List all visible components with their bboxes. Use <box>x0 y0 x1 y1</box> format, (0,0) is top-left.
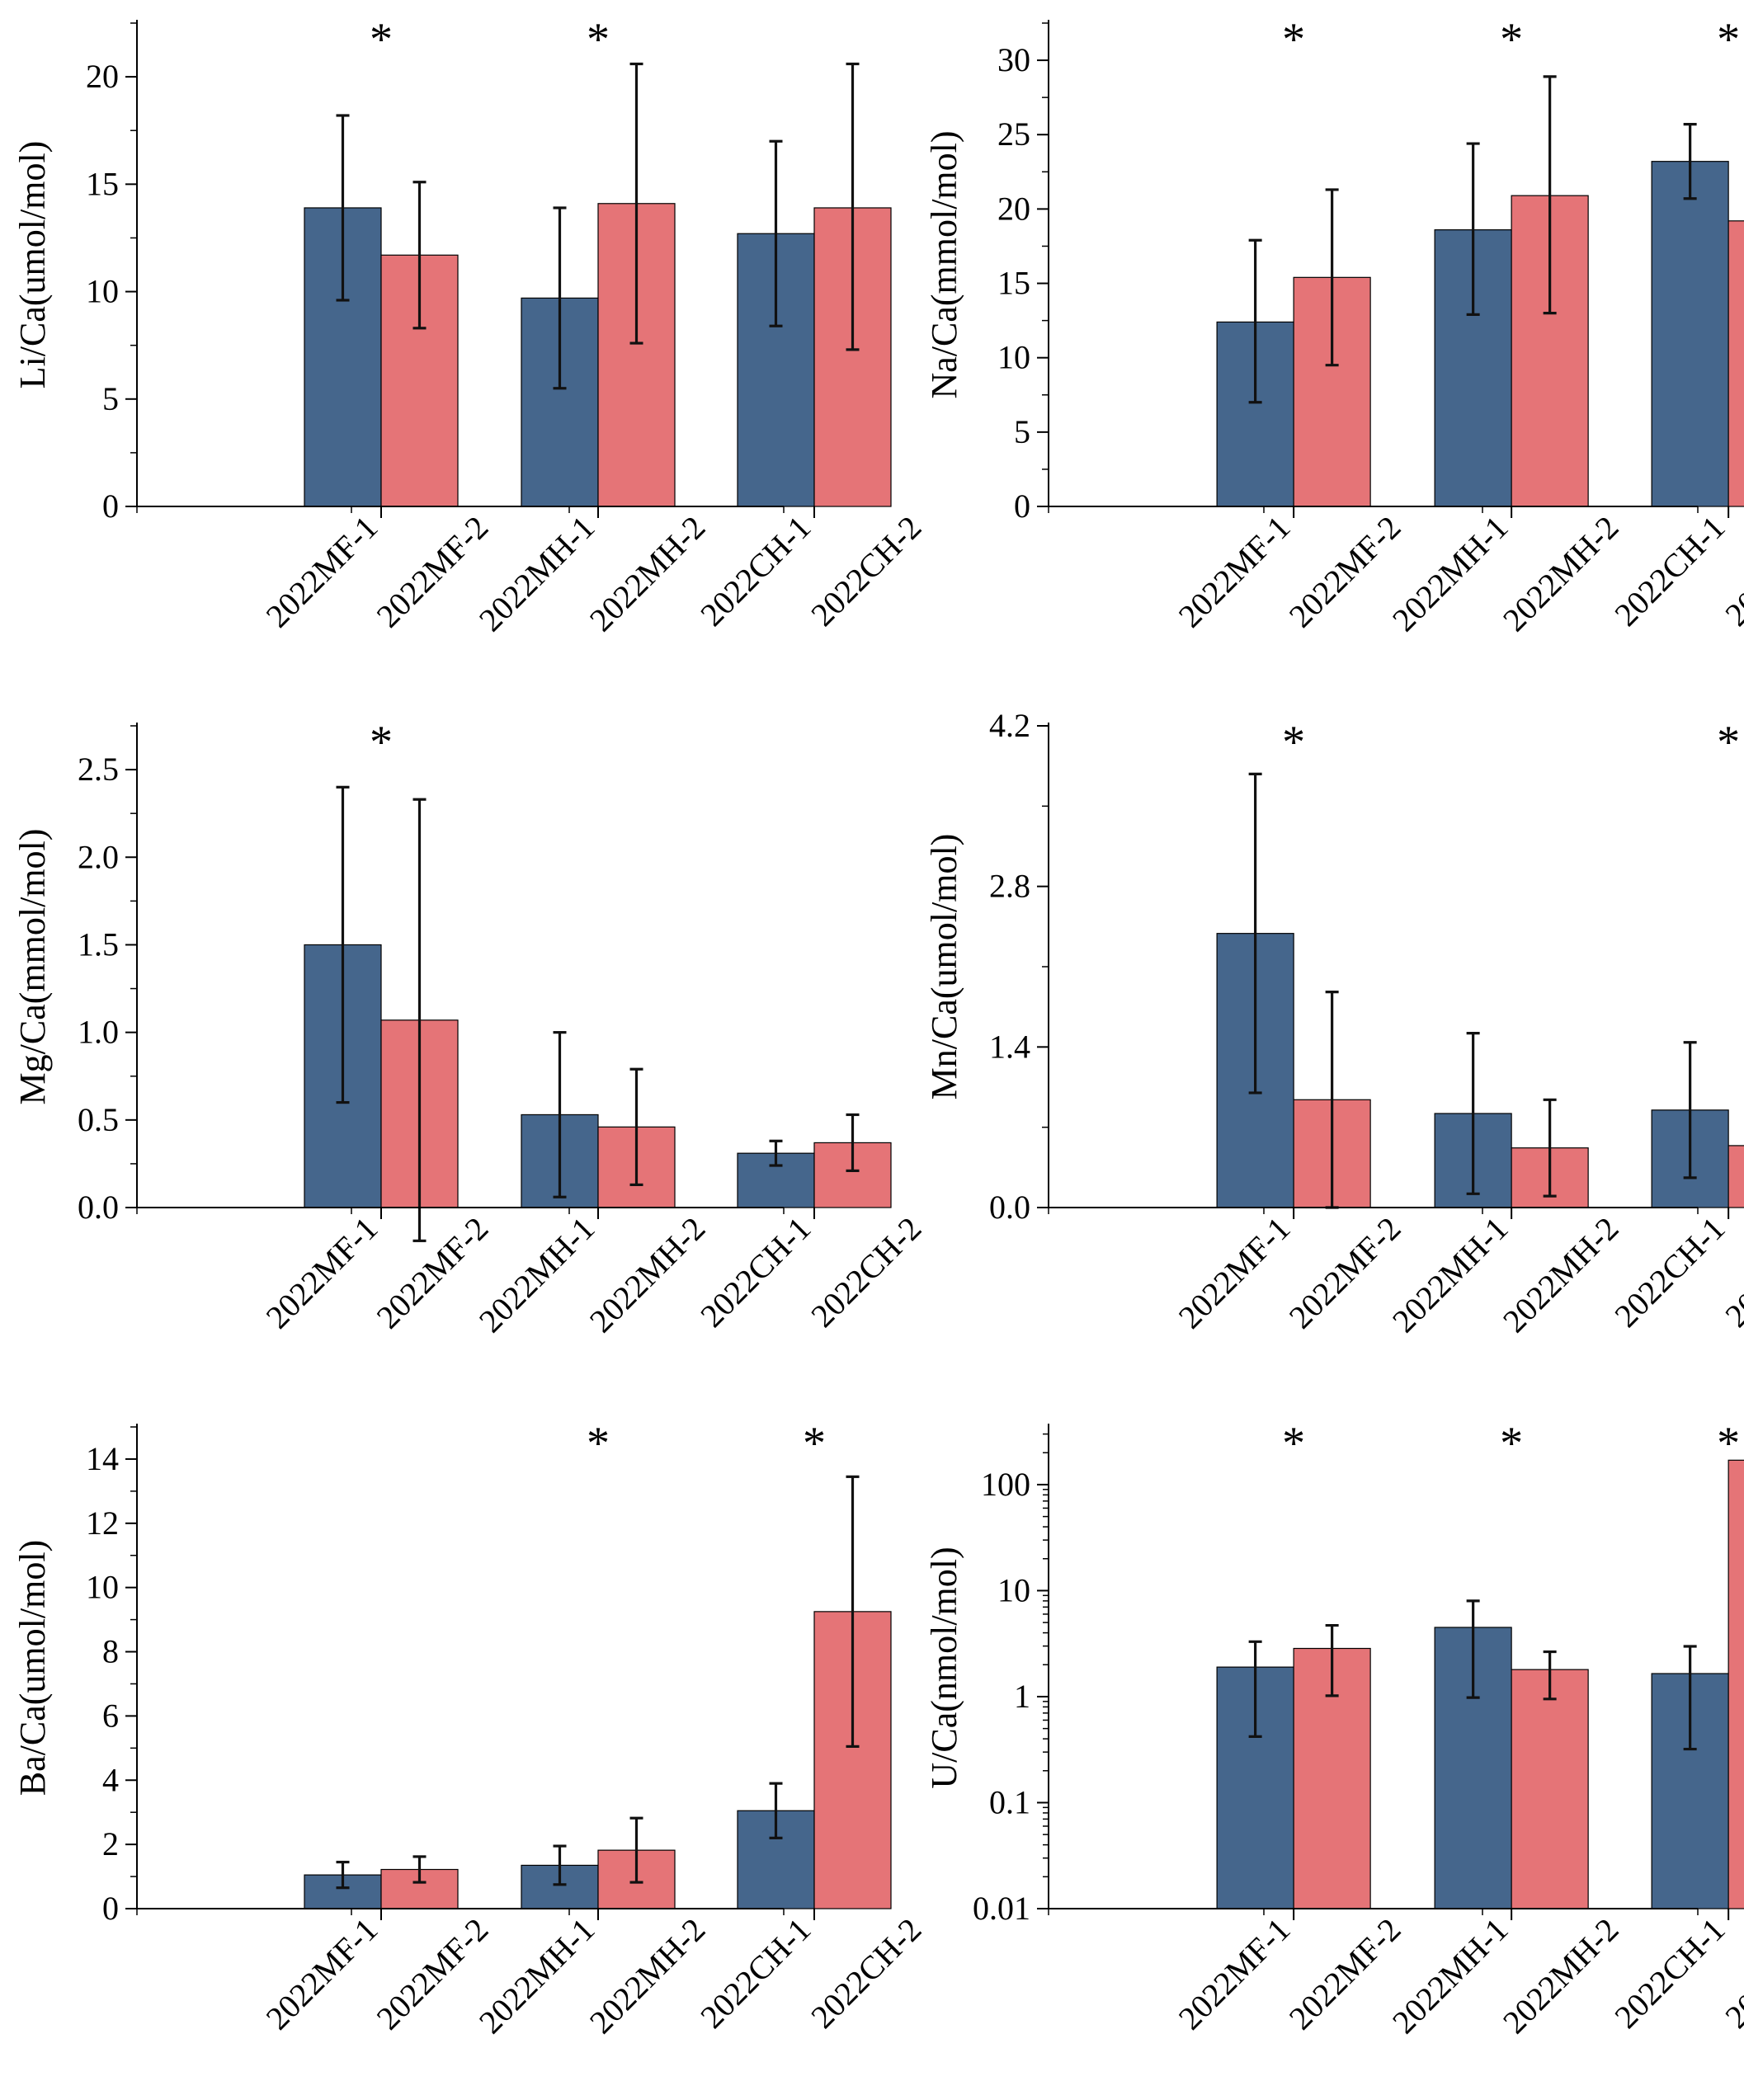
y-tick-label: 0.0 <box>989 1189 1030 1226</box>
y-tick-label: 30 <box>997 41 1030 78</box>
x-tick-label: 2022MH-2 <box>1496 509 1626 639</box>
x-tick-label: 2022MF-1 <box>259 509 385 635</box>
x-tick-label: 2022MH-1 <box>472 1210 602 1340</box>
y-tick-label: 0 <box>1014 487 1030 525</box>
y-tick-label: 1 <box>1014 1678 1030 1715</box>
x-tick-label: 2022MH-1 <box>472 509 602 639</box>
chart-panel-mn: * *0.01.42.84.22022MF-12022MF-22022MH-120… <box>924 707 1744 1340</box>
x-tick-label: 2022MH-2 <box>1496 1210 1626 1340</box>
y-axis-label: Na/Ca(mmol/mol) <box>924 130 964 398</box>
y-tick-label: 2.8 <box>989 868 1030 905</box>
y-tick-label: 2.5 <box>78 751 119 788</box>
y-tick-label: 10 <box>997 339 1030 376</box>
significance-star: * <box>1282 1418 1305 1469</box>
x-tick-label: 2022CH-1 <box>693 1911 818 2036</box>
x-tick-label: 2022MF-1 <box>1171 1210 1298 1336</box>
y-tick-label: 0.1 <box>989 1783 1030 1820</box>
y-axis-label: Mn/Ca(umol/mol) <box>924 834 964 1100</box>
y-axis-label: U/Ca(nmol/mol) <box>924 1547 964 1788</box>
bar-2022CH-2 <box>1728 220 1744 507</box>
y-tick-label: 1.0 <box>78 1014 119 1051</box>
x-tick-label: 2022MH-1 <box>1385 509 1515 639</box>
chart-panel-na: * * *0510152025302022MF-12022MF-22022MH-12… <box>924 14 1744 638</box>
x-tick-label: 2022MH-2 <box>582 509 713 639</box>
y-tick-label: 10 <box>997 1571 1030 1608</box>
y-tick-label: 2.0 <box>78 838 119 875</box>
significance-star: * <box>1717 14 1740 65</box>
y-tick-label: 0 <box>102 487 119 525</box>
y-tick-label: 1.4 <box>989 1028 1030 1065</box>
y-tick-label: 15 <box>997 265 1030 302</box>
chart-panel-u: * * *0.010.11101002022MF-12022MF-22022MH-1… <box>924 1418 1744 2041</box>
significance-star: * <box>587 1418 610 1469</box>
significance-star: * <box>587 14 610 65</box>
bar-2022MH-2 <box>1511 1669 1589 1909</box>
y-tick-label: 10 <box>86 273 119 310</box>
y-axis-label: Ba/Ca(umol/mol) <box>12 1540 53 1796</box>
x-tick-label: 2022CH-1 <box>1607 1210 1732 1335</box>
x-tick-label: 2022MH-1 <box>472 1911 602 2041</box>
y-axis-label: Mg/Ca(mmol/mol) <box>12 829 53 1105</box>
significance-star: * <box>1717 1418 1740 1469</box>
y-tick-label: 14 <box>86 1440 119 1477</box>
y-tick-label: 6 <box>102 1697 119 1734</box>
significance-star: * <box>370 717 393 768</box>
x-tick-label: 2022MF-1 <box>259 1210 385 1336</box>
significance-star: * <box>1500 14 1523 65</box>
y-tick-label: 15 <box>86 165 119 202</box>
x-tick-label: 2022CH-1 <box>1607 1911 1732 2036</box>
y-tick-label: 5 <box>1014 413 1030 450</box>
x-tick-label: 2022CH-2 <box>804 1911 928 2036</box>
bar-2022CH-2 <box>1728 1459 1744 1909</box>
bar-2022CH-2 <box>1728 1145 1744 1208</box>
significance-star: * <box>1717 717 1740 768</box>
x-tick-label: 2022CH-1 <box>693 1210 818 1335</box>
y-tick-label: 8 <box>102 1633 119 1670</box>
x-tick-label: 2022CH-2 <box>804 1210 928 1335</box>
y-tick-label: 4 <box>102 1761 119 1798</box>
significance-star: * <box>1282 717 1305 768</box>
x-tick-label: 2022MF-1 <box>259 1911 385 2037</box>
x-tick-label: 2022CH-1 <box>693 509 818 633</box>
y-tick-label: 20 <box>86 58 119 95</box>
chart-panel-li: * *051015202022MF-12022MF-22022MH-12022MH… <box>12 14 928 638</box>
significance-star: * <box>803 1418 826 1469</box>
x-tick-label: 2022MH-1 <box>1385 1911 1515 2041</box>
y-tick-label: 100 <box>981 1466 1030 1503</box>
y-tick-label: 4.2 <box>989 707 1030 744</box>
x-tick-label: 2022MH-2 <box>582 1911 713 2041</box>
significance-star: * <box>370 14 393 65</box>
y-tick-label: 1.5 <box>78 925 119 963</box>
chart-panel-ba: * *024681012142022MF-12022MF-22022MH-1202… <box>12 1418 928 2041</box>
chart-panel-mg: *0.00.51.01.52.02.52022MF-12022MF-22022M… <box>12 717 928 1340</box>
x-tick-label: 2022MF-1 <box>1171 509 1298 635</box>
significance-star: * <box>1282 14 1305 65</box>
bar-2022CH-1 <box>1651 161 1729 507</box>
y-axis-label: Li/Ca(umol/mol) <box>12 141 53 389</box>
x-tick-label: 2022MH-2 <box>1496 1911 1626 2041</box>
y-tick-label: 25 <box>997 115 1030 153</box>
y-tick-label: 0.5 <box>78 1101 119 1138</box>
x-tick-label: 2022CH-1 <box>1607 509 1732 633</box>
x-tick-label: 2022MF-1 <box>1171 1911 1298 2037</box>
y-tick-label: 2 <box>102 1825 119 1862</box>
y-tick-label: 12 <box>86 1504 119 1542</box>
x-tick-label: 2022CH-2 <box>804 509 928 633</box>
y-tick-label: 0.01 <box>973 1890 1030 1927</box>
significance-star: * <box>1500 1418 1523 1469</box>
y-tick-label: 0 <box>102 1890 119 1927</box>
x-tick-label: 2022MH-1 <box>1385 1210 1515 1340</box>
y-tick-label: 0.0 <box>78 1189 119 1226</box>
x-tick-label: 2022MH-2 <box>582 1210 713 1340</box>
y-tick-label: 5 <box>102 380 119 417</box>
y-tick-label: 10 <box>86 1569 119 1606</box>
y-tick-label: 20 <box>997 190 1030 227</box>
